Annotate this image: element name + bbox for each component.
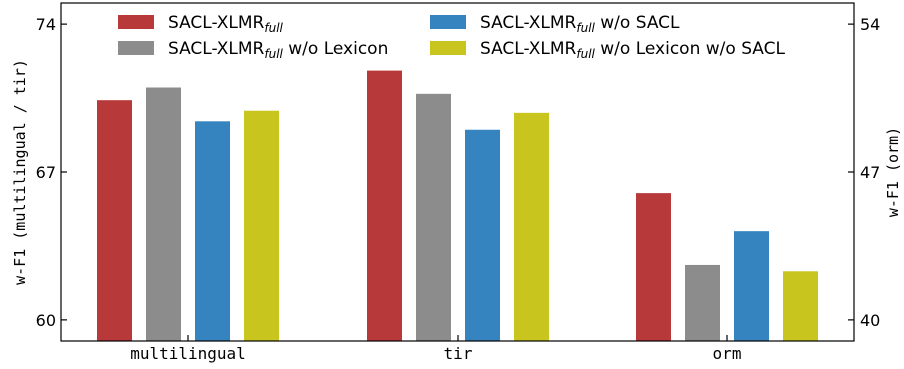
left-tick-label: 60 [36,311,56,330]
bar-orm-series-3 [734,231,769,341]
bar-tir-series-2 [416,93,451,342]
left-tick-label: 67 [36,163,56,182]
legend-label-2: SACL-XLMRfull w/o Lexicon [168,39,388,61]
y-axis-label-left: w-F1 (multilingual / tir) [11,59,29,285]
right-tick-label: 47 [860,163,880,182]
y-axis-label-right: w-F1 (orm) [884,127,902,217]
legend-label-4: SACL-XLMRfull w/o Lexicon w/o SACL [480,39,786,61]
bar-tir-series-4 [514,112,549,341]
bar-tir-series-1 [367,70,402,341]
bars-group [97,70,818,342]
right-tick-label: 40 [860,311,880,330]
bar-tir-series-3 [465,129,500,341]
category-label-orm: orm [713,344,742,363]
bar-multilingual-series-1 [97,100,132,341]
right-tick-label: 54 [860,15,880,34]
bar-orm-series-1 [636,193,671,341]
legend-swatch-4 [430,41,466,55]
legend: SACL-XLMRfull SACL-XLMRfull w/o SACL SACL-… [118,13,786,61]
legend-label-3: SACL-XLMRfull w/o SACL [480,13,680,35]
left-tick-label: 74 [36,15,56,34]
bar-orm-series-4 [783,271,818,341]
bar-multilingual-series-4 [244,110,279,341]
axis-ticks: 60 67 74 40 47 54 [36,15,880,341]
bar-multilingual-series-3 [195,121,230,341]
legend-swatch-3 [430,15,466,29]
bar-orm-series-2 [685,264,720,341]
category-labels: multilingual tir orm [130,344,741,363]
legend-swatch-2 [118,41,154,55]
legend-label-1: SACL-XLMRfull [168,13,284,35]
legend-swatch-1 [118,15,154,29]
category-label-multilingual: multilingual [130,344,246,363]
category-label-tir: tir [444,344,473,363]
bar-multilingual-series-2 [146,87,181,341]
